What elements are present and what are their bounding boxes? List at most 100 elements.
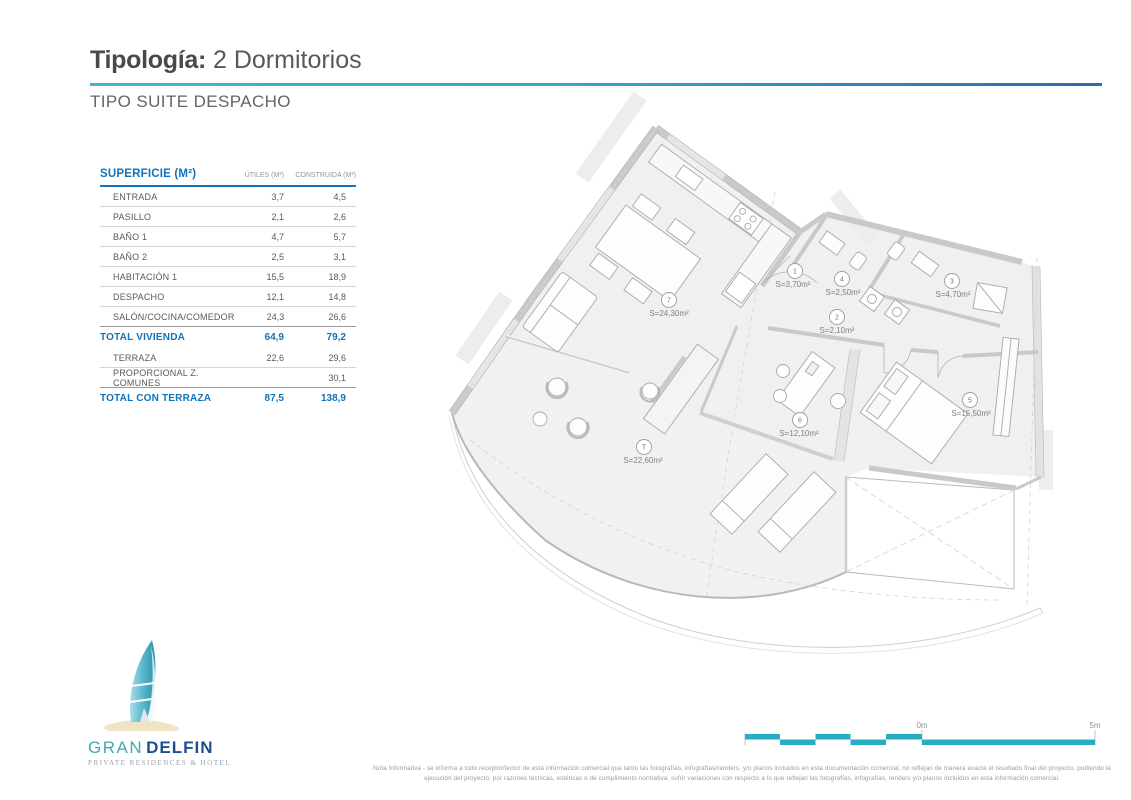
- shower: [972, 282, 1008, 314]
- logo-tagline: PRIVATE RESIDENCES & HOTEL: [88, 759, 231, 767]
- svg-text:T: T: [642, 445, 647, 452]
- utiles-value: 12,1: [266, 291, 284, 302]
- terrace-chair: [639, 382, 661, 403]
- terrace-railing: [451, 412, 847, 599]
- svg-text:S=3,70m²: S=3,70m²: [776, 280, 811, 289]
- svg-text:S=4,70m²: S=4,70m²: [936, 290, 971, 299]
- room-name: TOTAL VIVIENDA: [100, 332, 186, 343]
- svg-text:3: 3: [950, 279, 954, 286]
- sun-lounger: [757, 471, 837, 553]
- title-underline: [90, 83, 1102, 86]
- desk-chair: [776, 364, 790, 378]
- typology-value: 2 Dormitorios: [212, 46, 362, 74]
- scale-zero-label: 0m: [916, 721, 927, 730]
- logo-delfin: DELFIN: [146, 738, 213, 757]
- room-name: PROPORCIONAL Z. COMUNES: [113, 367, 199, 388]
- utiles-value: 3,7: [271, 191, 284, 202]
- surface-row: PASILLO 2,1 2,6: [100, 207, 356, 227]
- logo-wordmark: GRAN DELFIN: [88, 738, 214, 757]
- desk: [776, 350, 836, 418]
- laundry-units: [858, 285, 911, 326]
- construida-value: 4,5: [333, 191, 346, 202]
- utiles-value: 22,6: [266, 352, 284, 363]
- room-label-pasillo: 2 S=2,10m²: [820, 309, 855, 335]
- sun-lounger: [709, 453, 789, 535]
- furniture: [523, 143, 1020, 553]
- utiles-value: 24,3: [266, 311, 285, 322]
- sail-tower-icon: [104, 640, 179, 731]
- surface-row: DESPACHO 12,1 14,8: [100, 287, 356, 307]
- svg-text:S=2,10m²: S=2,10m²: [820, 326, 855, 335]
- utiles-value: 4,7: [271, 231, 284, 242]
- terrace-armchair: [545, 377, 569, 399]
- surface-total-row: TOTAL VIVIENDA 64,9 79,2: [100, 326, 356, 348]
- dining-table: [589, 193, 702, 305]
- typology-label: Tipología:: [90, 46, 206, 74]
- page-subtitle: TIPO SUITE DESPACHO: [90, 92, 291, 111]
- utiles-value: 15,5: [266, 271, 284, 282]
- desk-chair: [773, 389, 787, 403]
- col-header-construida: CONSTRUIDA (M²): [295, 172, 356, 179]
- col-header-utiles: ÚTILES (M²): [244, 172, 284, 179]
- outer-walls: [448, 124, 1045, 572]
- legal-note: Nota Informativa - se informa a todo rec…: [373, 765, 1111, 782]
- bed: [859, 361, 969, 465]
- surface-row: HABITACIÓN 1 15,5 18,9: [100, 267, 356, 287]
- construida-value: 18,9: [328, 271, 346, 282]
- surface-total-row: TOTAL CON TERRAZA 87,5 138,9: [100, 387, 356, 409]
- svg-text:S=22,60m²: S=22,60m²: [623, 456, 663, 465]
- construida-value: 29,6: [328, 352, 346, 363]
- surface-table-header: SUPERFICIE (M²) ÚTILES (M²) CONSTRUIDA (…: [100, 168, 356, 187]
- svg-text:7: 7: [667, 298, 671, 305]
- office-armchair: [830, 393, 846, 409]
- utiles-value: 87,5: [264, 393, 284, 404]
- svg-text:S=12,10m²: S=12,10m²: [779, 429, 819, 438]
- surface-row: TERRAZA 22,6 29,6: [100, 348, 356, 368]
- room-name: PASILLO: [113, 211, 152, 222]
- bathroom-fixtures: [818, 230, 1008, 314]
- svg-text:6: 6: [798, 418, 802, 425]
- construida-value: 138,9: [320, 393, 346, 404]
- room-name: TOTAL CON TERRAZA: [100, 393, 212, 404]
- room-name: BAÑO 2: [113, 251, 148, 262]
- fridge: [724, 271, 757, 304]
- surface-row: BAÑO 1 4,7 5,7: [100, 227, 356, 247]
- surface-row: BAÑO 2 2,5 3,1: [100, 247, 356, 267]
- room-name: TERRAZA: [113, 352, 157, 363]
- construida-value: 26,6: [328, 311, 346, 322]
- terrace-armchair: [566, 417, 590, 439]
- utiles-value: 64,9: [264, 332, 284, 343]
- construida-value: 3,1: [333, 251, 346, 262]
- construida-value: 2,6: [333, 211, 346, 222]
- wardrobe: [992, 336, 1020, 438]
- svg-text:2: 2: [835, 315, 839, 322]
- room-label-terraza: T S=22,60m²: [623, 439, 663, 465]
- scale-bar: 0m 5m: [744, 721, 1101, 745]
- surface-row: SALÓN/COCINA/COMEDOR 24,3 26,6: [100, 307, 356, 326]
- kitchen-counter: [648, 143, 792, 309]
- room-label-despacho: 6 S=12,10m²: [779, 412, 819, 438]
- room-label-entrada: 1 S=3,70m²: [776, 263, 811, 289]
- surface-table-title: SUPERFICIE (M²): [100, 168, 197, 180]
- svg-text:4: 4: [840, 277, 844, 284]
- crossed-area: [845, 476, 1015, 590]
- interior-partitions: [699, 214, 1039, 462]
- room-label-salon: 7 S=24,30m²: [649, 292, 689, 318]
- scale-end-label: 5m: [1089, 721, 1100, 730]
- utiles-value: 2,5: [271, 251, 284, 262]
- surface-table: SUPERFICIE (M²) ÚTILES (M²) CONSTRUIDA (…: [100, 168, 356, 409]
- room-label-bano2: 4 S=2,50m²: [826, 271, 861, 297]
- svg-text:5: 5: [968, 398, 972, 405]
- sink: [674, 164, 704, 192]
- svg-text:1: 1: [793, 269, 797, 276]
- page-title: Tipología: 2 Dormitorios: [90, 46, 362, 75]
- building-edge-curve: [448, 413, 1044, 654]
- room-labels: 7 S=24,30m² 1 S=3,70m² 4 S=2,50m² 3 S=4,…: [623, 263, 991, 465]
- construida-value: 79,2: [326, 332, 346, 343]
- room-label-bano1: 3 S=4,70m²: [936, 273, 971, 299]
- room-name: DESPACHO: [113, 291, 165, 302]
- construida-value: 14,8: [328, 291, 346, 302]
- room-label-habitacion1: 5 S=15,50m²: [951, 392, 991, 418]
- logo-gran: GRAN: [88, 738, 143, 757]
